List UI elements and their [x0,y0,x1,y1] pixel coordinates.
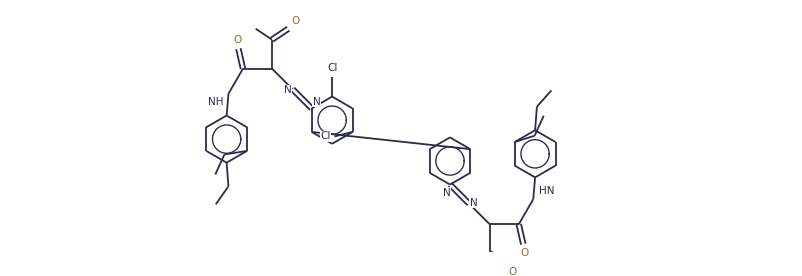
Text: O: O [508,267,516,276]
Text: Cl: Cl [326,63,337,73]
Text: O: O [290,16,299,26]
Text: HN: HN [538,185,553,195]
Text: Cl: Cl [320,131,330,142]
Text: N: N [313,97,320,107]
Text: NH: NH [207,97,223,107]
Text: N: N [469,198,477,208]
Text: O: O [233,35,241,45]
Text: O: O [520,248,528,258]
Text: N: N [442,188,450,198]
Text: N: N [283,85,291,95]
